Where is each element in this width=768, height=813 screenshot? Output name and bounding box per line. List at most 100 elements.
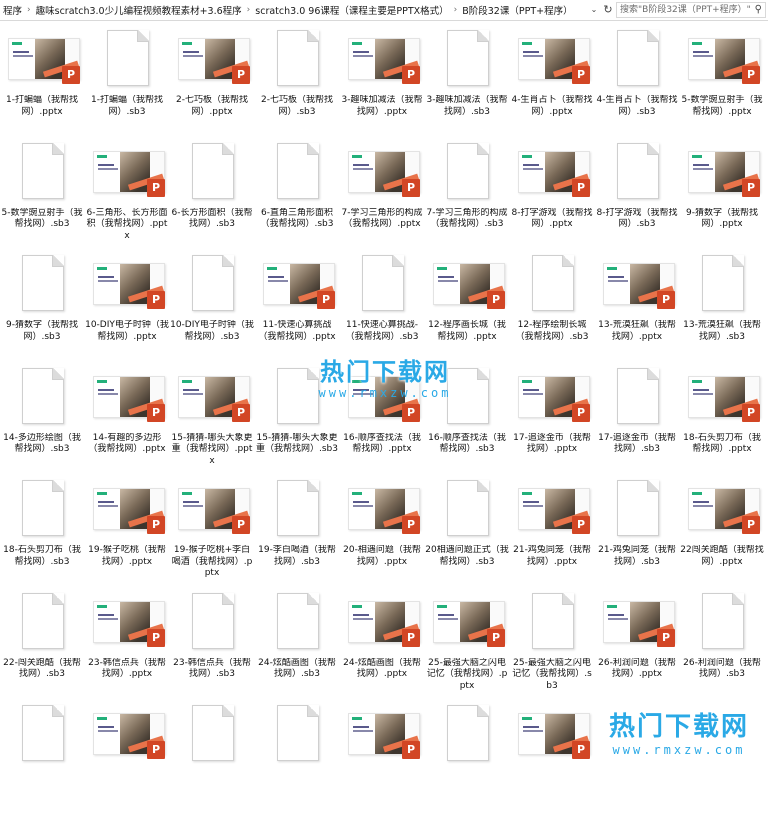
file-item[interactable]: 5-数学豌豆射手（我帮找网）.sb3 [0, 139, 84, 251]
file-item[interactable]: P 4-生肖占卜（我帮找网）.pptx [510, 26, 594, 138]
file-item[interactable]: 17-追逐金币（我帮找网）.sb3 [595, 364, 679, 476]
file-item[interactable]: 19-李白喝酒（我帮找网）.sb3 [255, 476, 339, 588]
file-item[interactable]: 1-打蝙蝠（我帮找网）.sb3 [85, 26, 169, 138]
file-item[interactable]: 24-炫酷画图（我帮找网）.sb3 [255, 589, 339, 701]
pptx-thumbnail [348, 600, 420, 643]
pptx-thumbnail [348, 375, 420, 418]
file-name: 6-三角形、长方形面积（我帮找网）.pptx [86, 207, 168, 241]
file-item[interactable]: P 18-石头剪刀布（我帮找网）.pptx [680, 364, 764, 476]
refresh-icon[interactable]: ↻ [603, 3, 613, 16]
search-input[interactable]: 搜索"B阶段32课（PPT+程序）" ⚲ [616, 2, 766, 18]
file-item[interactable]: 7-学习三角形的构成（我帮找网）.sb3 [425, 139, 509, 251]
file-item[interactable]: P 6-三角形、长方形面积（我帮找网）.pptx [85, 139, 169, 251]
file-item[interactable] [255, 701, 339, 813]
file-item[interactable]: P 25-最强大脑之闪电记忆（我帮找网）.pptx [425, 589, 509, 701]
file-item[interactable]: P 10-DIY电子时钟（我帮找网）.pptx [85, 251, 169, 363]
powerpoint-icon: P [232, 516, 250, 534]
file-item[interactable]: 12-程序绘制长城（我帮找网）.sb3 [510, 251, 594, 363]
file-item[interactable]: 21-鸡兔同笼（我帮找网）.sb3 [595, 476, 679, 588]
file-item[interactable]: P 3-趣味加减法（我帮找网）.pptx [340, 26, 424, 138]
pptx-thumbnail [518, 375, 590, 418]
file-item[interactable] [0, 701, 84, 813]
file-item[interactable]: P 11-快速心算挑战（我帮找网）.pptx [255, 251, 339, 363]
file-item[interactable]: P [85, 701, 169, 813]
file-item[interactable]: P 5-数学豌豆射手（我帮找网）.pptx [680, 26, 764, 138]
file-item[interactable]: P 16-顺序查找法（我帮找网）.pptx [340, 364, 424, 476]
breadcrumb-separator-icon: › [27, 5, 31, 15]
file-item[interactable] [425, 701, 509, 813]
file-item[interactable]: P [340, 701, 424, 813]
powerpoint-icon: P [402, 628, 420, 647]
file-item[interactable]: P 13-荒漠狂飙（我帮找网）.pptx [595, 251, 679, 363]
blank-file-icon [277, 705, 319, 761]
file-item[interactable]: P 20-相遇问题（我帮找网）.pptx [340, 476, 424, 588]
file-name: 11-快速心算挑战（我帮找网）.pptx [258, 320, 336, 342]
powerpoint-icon: P [742, 178, 760, 197]
file-item[interactable]: P 19-猴子吃桃（我帮找网）.pptx [85, 476, 169, 588]
breadcrumb-item[interactable]: scratch3.0 96课程（课程主要是PPTX格式） [255, 6, 449, 17]
breadcrumb-separator-icon: › [453, 5, 458, 15]
file-name: 19-猴子吃桃+李白喝酒（我帮找网）.pptx [171, 545, 253, 578]
watermark-url: www.rmxzw.com [612, 743, 746, 757]
file-item[interactable]: P 2-七巧板（我帮找网）.pptx [170, 26, 254, 138]
file-item[interactable]: P 19-猴子吃桃+李白喝酒（我帮找网）.pptx [170, 476, 254, 588]
file-item[interactable]: P 23-韩信点兵（我帮找网）.pptx [85, 589, 169, 701]
powerpoint-icon: P [742, 403, 760, 422]
blank-file-icon [22, 142, 64, 199]
file-item[interactable]: P 17-追逐金币（我帮找网）.pptx [510, 364, 594, 476]
file-item[interactable]: 6-直角三角形面积（我帮找网）.sb3 [255, 139, 339, 251]
file-item[interactable]: 10-DIY电子时钟（我帮找网）.sb3 [170, 251, 254, 363]
breadcrumb-item[interactable]: 程序 [3, 6, 23, 17]
file-item[interactable]: P 9-猜数字（我帮找网）.pptx [680, 139, 764, 251]
file-item[interactable]: 14-多边形绘图（我帮找网）.sb3 [0, 364, 84, 476]
powerpoint-icon: P [402, 516, 420, 534]
file-item[interactable]: 11-快速心算挑战-（我帮找网）.sb3 [340, 251, 424, 363]
breadcrumb-item-current[interactable]: B阶段32课（PPT+程序） [462, 6, 573, 17]
file-name: 24-炫酷画图（我帮找网）.pptx [343, 657, 421, 680]
file-item[interactable]: 25-最强大脑之闪电记忆（我帮找网）.sb3 [510, 589, 594, 701]
file-item[interactable]: P 24-炫酷画图（我帮找网）.pptx [340, 589, 424, 701]
chevron-down-icon[interactable]: ⌄ [590, 5, 598, 14]
breadcrumb-item[interactable]: 趣味scratch3.0少儿编程视频教程素材+3.6程序 [35, 6, 242, 17]
file-item[interactable]: 9-猜数字（我帮找网）.sb3 [0, 251, 84, 363]
file-item[interactable]: 18-石头剪刀布（我帮找网）.sb3 [0, 476, 84, 588]
file-item[interactable]: P 1-打蝙蝠（我帮找网）.pptx [0, 26, 84, 138]
search-icon[interactable]: ⚲ [754, 4, 762, 15]
file-name: 1-打蝙蝠（我帮找网）.pptx [6, 95, 78, 117]
file-name: 23-韩信点兵（我帮找网）.sb3 [173, 657, 251, 680]
file-name: 2-七巧板（我帮找网）.sb3 [261, 95, 333, 117]
file-item[interactable]: P 15-猜猜-哪头大象更重（我帮找网）.pptx [170, 364, 254, 476]
file-item[interactable]: P 8-打字游戏（我帮找网）.pptx [510, 139, 594, 251]
breadcrumb[interactable]: 程序 › 趣味scratch3.0少儿编程视频教程素材+3.6程序 › scra… [0, 0, 590, 20]
powerpoint-icon: P [572, 516, 590, 534]
file-name: 8-打字游戏（我帮找网）.pptx [511, 207, 593, 230]
file-item[interactable]: 6-长方形面积（我帮找网）.sb3 [170, 139, 254, 251]
file-item[interactable]: 23-韩信点兵（我帮找网）.sb3 [170, 589, 254, 701]
pptx-thumbnail [518, 713, 590, 755]
file-item[interactable]: 2-七巧板（我帮找网）.sb3 [255, 26, 339, 138]
file-name: 18-石头剪刀布（我帮找网）.pptx [683, 432, 761, 455]
file-item[interactable]: 3-趣味加减法（我帮找网）.sb3 [425, 26, 509, 138]
file-item[interactable]: 13-荒漠狂飙（我帮找网）.sb3 [680, 251, 764, 363]
file-item[interactable]: P 14-有趣的多边形（我帮找网）.pptx [85, 364, 169, 476]
file-item[interactable]: P 21-鸡兔同笼（我帮找网）.pptx [510, 476, 594, 588]
blank-file-icon [617, 367, 659, 424]
file-item[interactable]: 22-闯关跑酷（我帮找网）.sb3 [0, 589, 84, 701]
file-item[interactable]: P 22闯关跑酷（我帮找网）.pptx [680, 476, 764, 588]
file-item[interactable]: 26-利润问题（我帮找网）.sb3 [680, 589, 764, 701]
breadcrumb-separator-icon: › [246, 5, 251, 15]
file-item[interactable]: 16-顺序查找法（我帮找网）.sb3 [425, 364, 509, 476]
file-item[interactable]: 8-打字游戏（我帮找网）.sb3 [595, 139, 679, 251]
file-name: 5-数学豌豆射手（我帮找网）.pptx [681, 95, 763, 117]
file-item[interactable]: 20相遇问题正式（我帮找网）.sb3 [425, 476, 509, 588]
file-item[interactable]: P 26-利润问题（我帮找网）.pptx [595, 589, 679, 701]
file-item[interactable]: 4-生肖占卜（我帮找网）.sb3 [595, 26, 679, 138]
file-item[interactable]: 15-猜猜-哪头大象更重（我帮找网）.sb3 [255, 364, 339, 476]
file-item[interactable] [170, 701, 254, 813]
powerpoint-icon: P [572, 741, 590, 759]
file-item[interactable]: P 12-程序画长城（我帮找网）.pptx [425, 251, 509, 363]
file-item[interactable]: P 7-学习三角形的构成（我帮找网）.pptx [340, 139, 424, 251]
file-name: 25-最强大脑之闪电记忆（我帮找网）.sb3 [512, 657, 592, 691]
file-item[interactable]: P [510, 701, 594, 813]
pptx-thumbnail [603, 263, 675, 305]
